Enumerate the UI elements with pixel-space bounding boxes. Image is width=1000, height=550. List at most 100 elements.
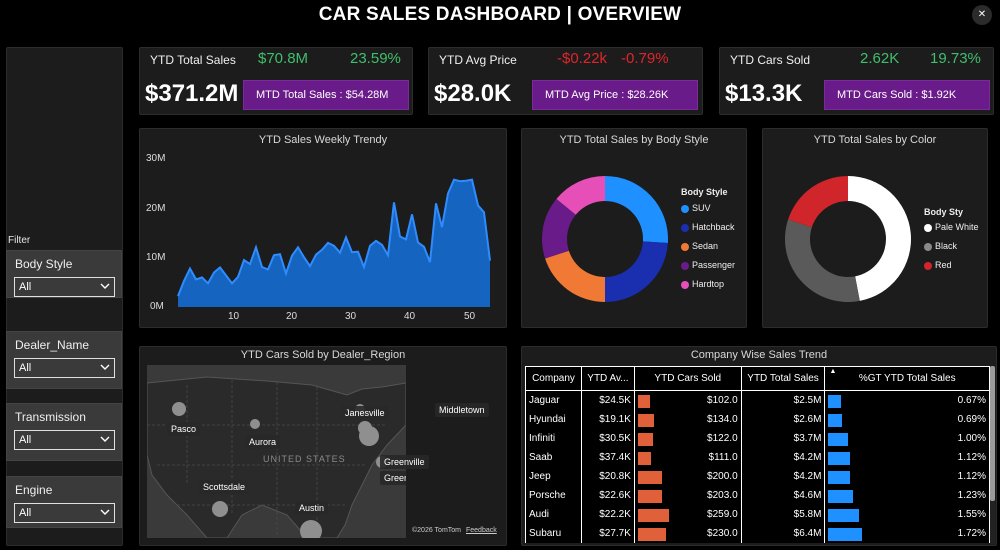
cell-total-sales: $4.2M [740, 447, 826, 467]
y-tick-label: 10M [146, 252, 166, 263]
kpi-ytd-avg-price[interactable]: YTD Avg Price -$0.22k -0.79% $28.0K MTD … [428, 47, 703, 115]
map-title: YTD Cars Sold by Dealer_Region [240, 349, 406, 361]
column-header-total-sales[interactable]: YTD Total Sales [740, 366, 826, 391]
cell-pct-total: 1.00% [824, 428, 990, 448]
region-bubble[interactable] [300, 520, 322, 538]
close-icon[interactable]: ✕ [972, 5, 992, 25]
company-sales-table-panel[interactable]: Company Wise Sales Trend Company YTD Av.… [521, 346, 997, 546]
legend-item[interactable]: Hardtop [681, 279, 724, 289]
slicer-title: Engine [15, 483, 53, 497]
cell-pct-total: 0.69% [824, 409, 990, 429]
kpi-ytd-cars-sold[interactable]: YTD Cars Sold 2.62K 19.73% $13.3K MTD Ca… [719, 47, 994, 115]
table-row[interactable]: Jeep $20.8K $200.0 $4.2M 1.12% [525, 466, 990, 486]
region-bubble[interactable] [359, 426, 379, 446]
region-bubble[interactable] [172, 402, 186, 416]
cell-cars-sold: $111.0 [633, 447, 742, 467]
cell-value: $134.0 [707, 413, 738, 425]
weekly-line [177, 178, 491, 297]
cell-avg-price: $20.8K [580, 466, 635, 486]
legend-item[interactable]: SUV [681, 203, 711, 213]
chevron-down-icon [100, 283, 110, 289]
legend-item[interactable]: Hatchback [681, 222, 735, 232]
cell-pct-total: 1.23% [824, 485, 990, 505]
table-scrollbar[interactable] [990, 366, 995, 544]
cell-cars-sold: $203.0 [633, 485, 742, 505]
table-row[interactable]: Jaguar $24.5K $102.0 $2.5M 0.67% [525, 390, 990, 410]
color-slice-pale-white[interactable] [848, 176, 912, 301]
table-row[interactable]: Hyundai $19.1K $134.0 $2.6M 0.69% [525, 409, 990, 429]
slicer-title: Transmission [15, 410, 86, 424]
dealer-region-map[interactable]: YTD Cars Sold by Dealer_Region Pasco Jan… [139, 346, 507, 546]
company-sales-table: Company YTD Av... YTD Cars Sold YTD Tota… [525, 366, 990, 543]
chart-title: YTD Sales Weekly Trendy [258, 134, 388, 146]
cell-value: 1.72% [957, 527, 986, 539]
dealer-name-dropdown[interactable]: All [14, 358, 115, 378]
legend-item[interactable]: Sedan [681, 241, 718, 251]
cell-pct-total: 1.72% [824, 523, 990, 543]
weekly-area [178, 179, 490, 307]
map-label: Greenville [380, 471, 406, 485]
body-style-dropdown[interactable]: All [14, 277, 115, 297]
body-style-slice-suv[interactable] [605, 176, 668, 243]
legend-item[interactable]: Pale White [924, 222, 979, 232]
table-row[interactable]: Audi $22.2K $259.0 $5.8M 1.55% [525, 504, 990, 524]
body-style-slice-hatchback[interactable] [605, 241, 668, 302]
legend-item[interactable]: Red [924, 260, 952, 270]
color-chart[interactable]: YTD Total Sales by Color Body Sty Pale W… [762, 128, 988, 328]
column-header-cars-sold[interactable]: YTD Cars Sold [633, 366, 742, 391]
transmission-dropdown[interactable]: All [14, 430, 115, 450]
cell-value: 0.69% [957, 413, 986, 425]
cell-total-sales: $4.6M [740, 485, 826, 505]
slicer-body-style: Body Style All [6, 250, 122, 298]
table-row[interactable]: Saab $37.4K $111.0 $4.2M 1.12% [525, 447, 990, 467]
cars-sold-bar [637, 451, 651, 465]
cell-pct-total: 1.12% [824, 466, 990, 486]
pct-total-bar [828, 451, 851, 465]
legend-label: SUV [692, 203, 711, 213]
cars-sold-bar [637, 489, 662, 503]
pct-total-bar [828, 527, 863, 541]
map-feedback-link[interactable]: Feedback [466, 527, 497, 534]
body-style-slice-passenger[interactable] [542, 198, 576, 259]
region-bubble[interactable] [250, 419, 260, 429]
x-tick-label: 40 [404, 311, 416, 322]
cell-value: 0.67% [957, 394, 986, 406]
legend-item[interactable]: Black [924, 241, 957, 251]
legend-label: Hatchback [692, 222, 735, 232]
weekly-trend-chart[interactable]: YTD Sales Weekly Trendy 30M 20M 10M 0M 1… [139, 128, 507, 328]
scrollbar-thumb[interactable] [990, 366, 995, 501]
cell-company: Subaru [525, 523, 582, 543]
kpi-main-value: $13.3K [725, 80, 803, 107]
cell-cars-sold: $200.0 [633, 466, 742, 486]
region-bubble[interactable] [212, 501, 228, 517]
column-header-avg-price[interactable]: YTD Av... [580, 366, 635, 391]
map-canvas[interactable]: Pasco Janesville Aurora UNITED STATES Sc… [147, 365, 406, 538]
map-label: Janesville [341, 406, 389, 420]
cell-value: $200.0 [707, 470, 738, 482]
cars-sold-bar [637, 508, 669, 522]
map-label: Greenville [380, 455, 429, 469]
table-row[interactable]: Porsche $22.6K $203.0 $4.6M 1.23% [525, 485, 990, 505]
column-header-company[interactable]: Company [525, 366, 582, 391]
cell-total-sales: $6.4M [740, 523, 826, 543]
engine-dropdown[interactable]: All [14, 503, 115, 523]
kpi-main-value: $371.2M [145, 80, 239, 107]
body-style-slice-sedan[interactable] [545, 250, 605, 302]
kpi-ytd-total-sales[interactable]: YTD Total Sales $70.8M 23.59% $371.2M MT… [139, 47, 413, 115]
color-slice-black[interactable] [785, 219, 860, 302]
body-style-slice-hardtop[interactable] [556, 176, 605, 215]
column-header-pct-total[interactable]: ▲ %GT YTD Total Sales [824, 366, 990, 391]
x-tick-label: 50 [464, 311, 476, 322]
color-slice-red[interactable] [788, 176, 848, 228]
cell-cars-sold: $259.0 [633, 504, 742, 524]
legend-item[interactable]: Passenger [681, 260, 735, 270]
cell-total-sales: $4.2M [740, 466, 826, 486]
x-tick-label: 30 [345, 311, 357, 322]
kpi-main-value: $28.0K [434, 80, 512, 107]
table-row[interactable]: Infiniti $30.5K $122.0 $3.7M 1.00% [525, 428, 990, 448]
body-style-chart[interactable]: YTD Total Sales by Body Style Body Style… [521, 128, 747, 328]
cell-avg-price: $37.4K [580, 447, 635, 467]
dashboard-title: CAR SALES DASHBOARD | OVERVIEW [318, 4, 682, 25]
table-row[interactable]: Subaru $27.7K $230.0 $6.4M 1.72% [525, 523, 990, 543]
cell-total-sales: $3.7M [740, 428, 826, 448]
